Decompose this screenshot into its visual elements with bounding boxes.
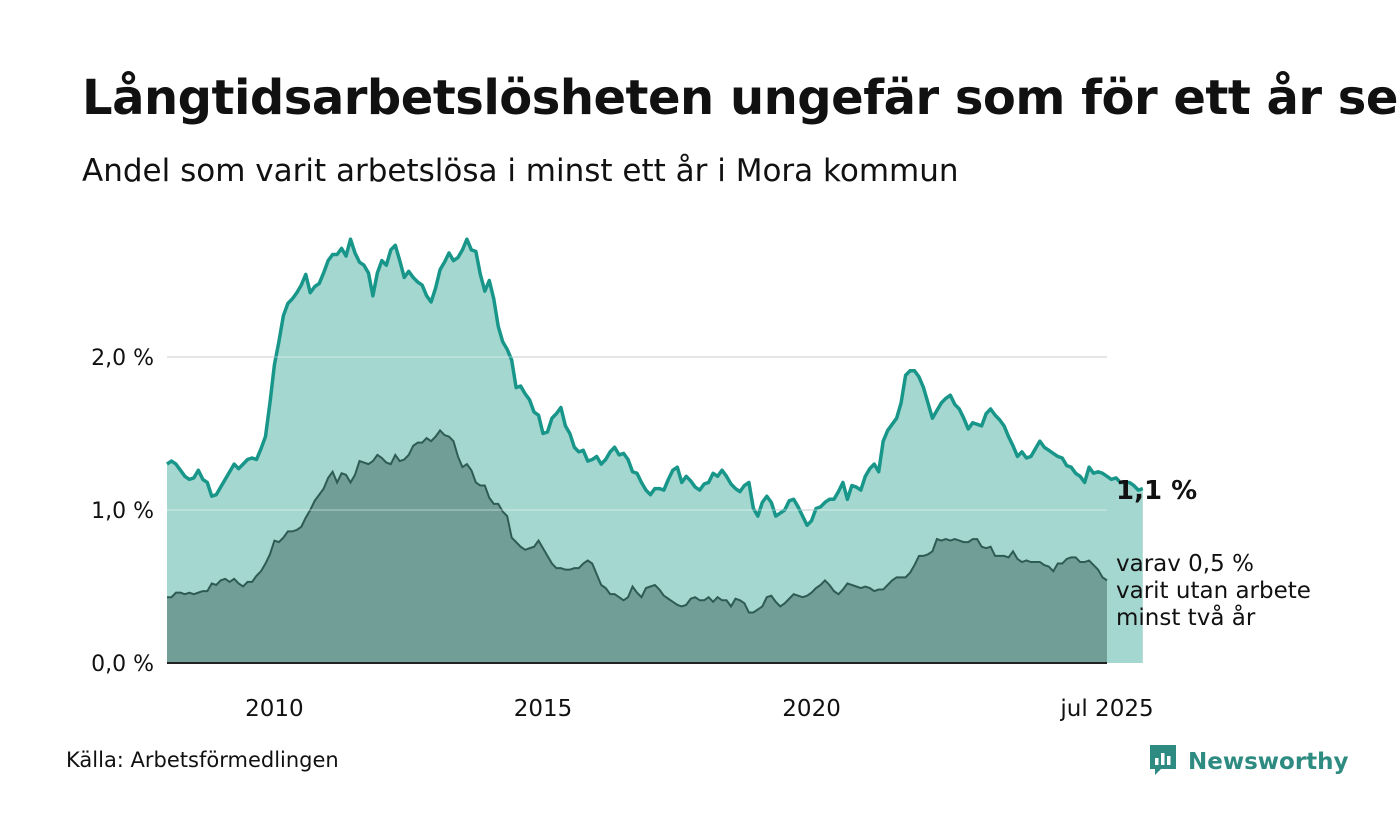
long-term-label-line1: varav 0,5 % xyxy=(1116,551,1254,577)
newsworthy-logo-icon xyxy=(1148,743,1178,781)
last-total-label: 1,1 % xyxy=(1116,476,1197,506)
x-tick-labels: 2010 2015 2020 jul 2025 xyxy=(245,696,1153,722)
brand-name: Newsworthy xyxy=(1188,749,1349,775)
y-tick-labels: 0,0 % 1,0 % 2,0 % xyxy=(91,346,154,677)
chart-subtitle: Andel som varit arbetslösa i minst ett å… xyxy=(82,153,959,189)
brand: Newsworthy xyxy=(1148,743,1349,781)
x-tick-label: jul 2025 xyxy=(1059,696,1153,722)
y-tick-label: 2,0 % xyxy=(91,346,154,371)
long-term-label-line2: varit utan arbete xyxy=(1116,578,1311,604)
y-tick-label: 1,0 % xyxy=(91,499,154,524)
x-tick-label: 2020 xyxy=(782,696,841,722)
series-layer xyxy=(166,237,1144,663)
long-term-area xyxy=(167,430,1107,663)
total-line xyxy=(166,237,1144,528)
x-tick-label: 2010 xyxy=(245,696,304,722)
chart-title: Långtidsarbetslösheten ungefär som för e… xyxy=(82,70,1400,126)
x-tick-label: 2015 xyxy=(514,696,573,722)
y-tick-label: 0,0 % xyxy=(91,652,154,677)
source-note: Källa: Arbetsförmedlingen xyxy=(66,748,339,772)
long-term-label-line3: minst två år xyxy=(1116,603,1256,631)
long-term-line xyxy=(167,428,1108,614)
